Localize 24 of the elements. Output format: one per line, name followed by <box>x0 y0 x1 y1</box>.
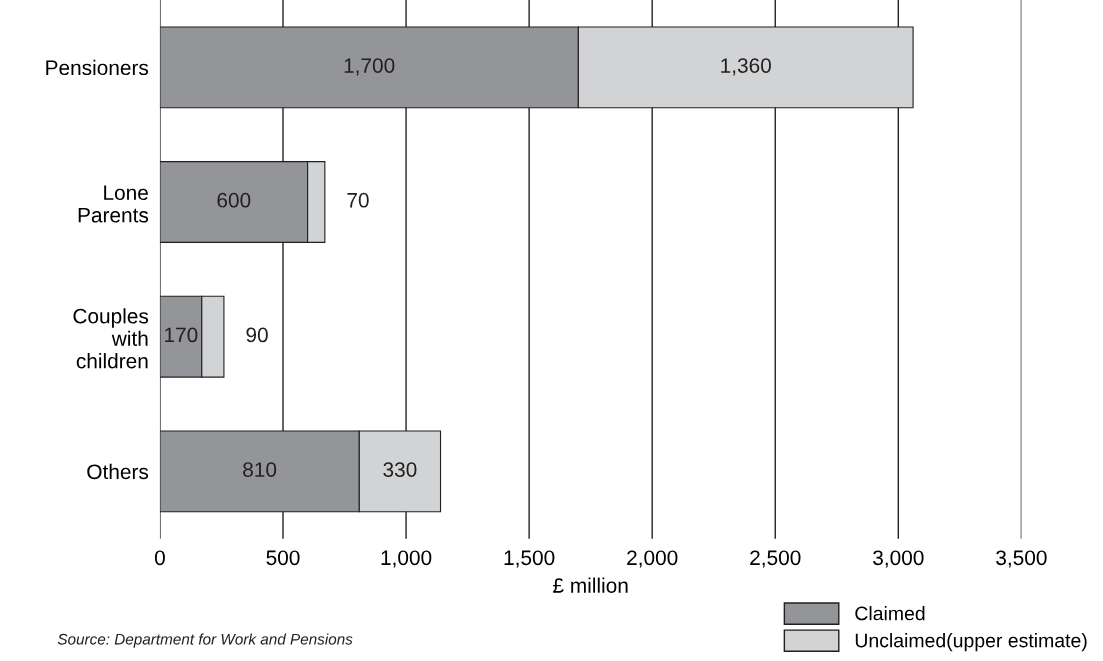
legend-label: Claimed <box>855 606 925 621</box>
text: 1,700 <box>344 58 395 76</box>
x-tick-label: 1,000 <box>381 550 432 568</box>
text: 810 <box>243 462 277 477</box>
y-tick-label: Lone Parents <box>78 185 149 223</box>
y-tick-label: Pensioners <box>46 59 149 76</box>
x-tick-label: 3,000 <box>873 550 924 568</box>
x-axis-title: £ million <box>553 577 628 593</box>
x-tick-label: 500 <box>266 550 300 566</box>
text: 600 <box>217 192 251 208</box>
source-note: Source: Department for Work and Pensions <box>57 633 353 648</box>
x-tick-label: 3,500 <box>996 550 1047 568</box>
y-tick-label: Others <box>87 463 149 480</box>
x-tick-label: 2,500 <box>750 550 801 568</box>
y-tick-label: Couples with children <box>73 308 149 369</box>
x-tick-label: 2,000 <box>627 550 678 568</box>
text: 90 <box>246 327 268 343</box>
x-tick-label: 0 <box>154 550 165 566</box>
x-tick-label: 1,500 <box>504 550 555 568</box>
text: 170 <box>165 327 198 343</box>
text: 1,360 <box>721 58 771 76</box>
legend-label: Unclaimed(upper estimate) <box>855 633 1087 652</box>
text: 330 <box>383 462 417 477</box>
text: 70 <box>347 192 369 208</box>
